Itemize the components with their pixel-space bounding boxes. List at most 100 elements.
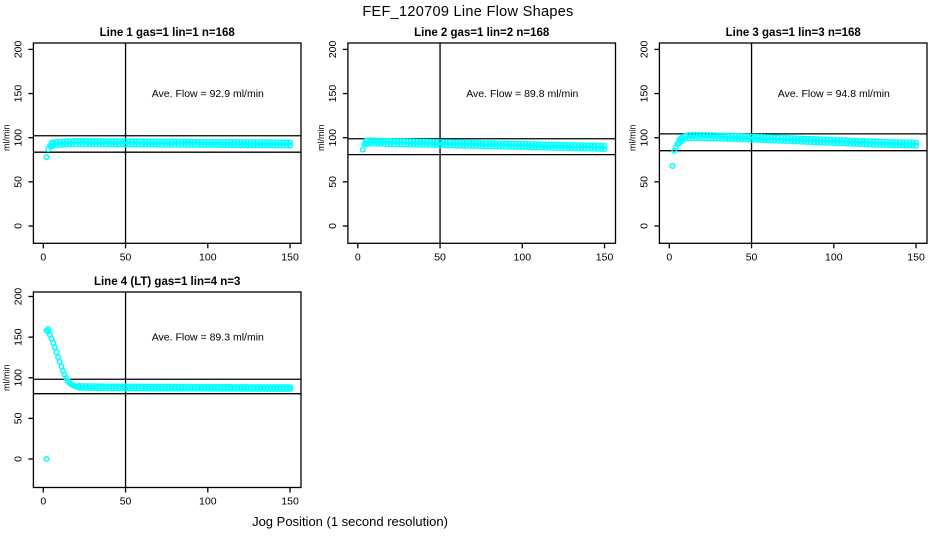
data-point [413,141,421,148]
data-point [479,143,486,150]
data-point [453,139,460,146]
data-point [568,141,575,149]
data-point [171,138,178,145]
data-point [254,139,261,146]
data-point [109,141,116,148]
data-point [837,140,844,147]
data-point [371,137,378,144]
data-point [227,138,234,145]
data-point [837,137,844,144]
data-point [161,138,169,145]
data-point [774,137,781,144]
data-point [263,142,271,149]
data-point [59,141,67,148]
data-point [712,135,719,142]
data-point [374,140,381,147]
data-point [548,144,555,151]
data-point [804,135,811,142]
data-point [483,140,490,147]
data-point [512,143,519,150]
data-point [66,141,73,148]
data-point [738,136,745,143]
data-point [194,141,201,148]
data-point [443,142,450,149]
data-point [820,139,827,146]
data-point [781,137,788,145]
data-point [889,138,897,146]
data-point [751,136,758,143]
data-point [745,133,752,140]
data-point [529,141,536,148]
data-point [870,138,877,145]
data-point [529,144,536,151]
y-axis-unit-label: ml/min [1,365,11,392]
data-point [367,137,375,144]
panel-title: Line 4 (LT) gas=1 lin=4 n=3 [94,276,240,288]
data-point [804,138,811,145]
data-point [443,139,450,146]
data-point [751,133,758,140]
data-point [283,142,290,149]
data-point [53,349,60,356]
y-tick-label: 0 [638,223,650,229]
data-point [847,140,854,147]
panel-title: Line 1 gas=1 lin=1 n=168 [100,27,236,39]
data-point [886,138,893,145]
data-point [112,138,119,145]
data-point [820,136,827,143]
y-tick-label: 100 [12,369,24,387]
data-point [410,141,417,148]
data-point [506,143,513,150]
data-point [784,138,791,145]
data-point [287,142,294,149]
data-point [850,140,857,147]
ave-flow-annotation: Ave. Flow = 92.9 ml/min [152,88,264,100]
data-point [59,138,67,145]
data-point [695,135,702,142]
data-point [857,141,864,148]
data-point [469,142,477,149]
data-point [741,136,749,143]
data-point [601,142,608,149]
data-point [400,138,407,145]
data-point [581,142,588,149]
data-point [496,143,503,150]
data-point [863,138,870,145]
panel-title: Line 2 gas=1 lin=2 n=168 [414,27,550,39]
data-point [417,138,424,145]
data-point [440,142,447,149]
data-point [558,141,565,148]
data-point [909,142,916,149]
data-point [420,141,427,148]
y-tick-label: 200 [12,40,24,58]
data-point [234,138,241,146]
data-point [214,138,221,145]
data-point [237,142,244,149]
data-point [515,140,523,147]
x-tick-label: 100 [199,251,217,263]
data-point [699,135,706,142]
data-point [847,137,854,144]
data-point [287,386,294,393]
data-point [433,142,440,149]
x-tick-label: 150 [281,251,299,263]
data-point [575,142,582,149]
data-point [535,141,542,148]
data-point [502,140,509,147]
data-point [115,138,123,145]
data-point [466,139,473,146]
data-point [585,142,592,149]
data-point [450,142,457,149]
data-point [692,134,699,142]
data-points [43,137,294,161]
data-point [446,139,453,146]
data-point [817,139,824,146]
data-point [725,135,732,142]
data-point [695,131,702,138]
data-point [175,138,182,145]
data-point [552,144,559,151]
data-point [440,139,447,146]
data-point [119,138,126,145]
data-point [522,144,529,151]
